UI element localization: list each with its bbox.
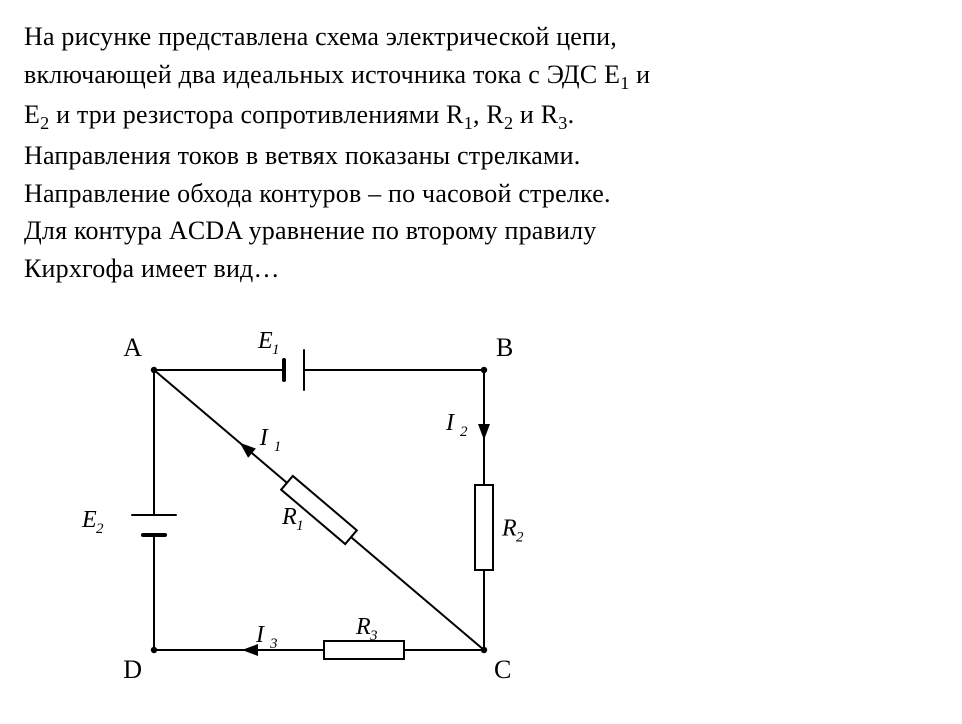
diagram-element: E — [81, 507, 97, 533]
diagram-element: 1 — [272, 342, 280, 358]
diagram-element: 3 — [369, 628, 378, 644]
diagram-element: 2 — [96, 521, 104, 537]
diagram-element: E — [257, 328, 273, 354]
diagram-element: R1 — [281, 503, 304, 533]
diagram-element — [481, 366, 487, 372]
diagram-element — [151, 366, 157, 372]
diagram-element: 2 — [460, 424, 468, 440]
text-line-6: Для контура ACDA уравнение по второму пр… — [24, 216, 596, 245]
circuit-svg: E1I2R2I3R3E2I1R1ABCD — [24, 310, 584, 710]
diagram-element: 1 — [274, 438, 282, 454]
text-line-2b: и — [629, 60, 650, 89]
diagram-element: I1 — [259, 424, 282, 454]
diagram-element: I2 — [445, 410, 468, 440]
diagram-element — [481, 646, 487, 652]
diagram-element: C — [494, 655, 511, 684]
diagram-element: 2 — [516, 529, 524, 545]
text-line-3b: и три резистора сопротивлениями R — [49, 100, 463, 129]
diagram-element: D — [123, 655, 142, 684]
text-line-3e: . — [568, 100, 575, 129]
text-line-7: Кирхгофа имеет вид… — [24, 254, 280, 283]
diagram-element — [475, 485, 493, 570]
text-line-3d: и R — [513, 100, 558, 129]
diagram-element: A — [123, 333, 142, 362]
diagram-element — [478, 424, 490, 440]
diagram-element: I — [445, 410, 455, 436]
text-sub-e2: 2 — [40, 113, 49, 133]
diagram-element: I — [259, 424, 269, 450]
diagram-element: I — [255, 622, 265, 648]
diagram-element: 1 — [296, 517, 304, 533]
text-sub-r3: 3 — [558, 113, 567, 133]
text-line-3a: Е — [24, 100, 40, 129]
text-line-2a: включающей два идеальных источника тока … — [24, 60, 620, 89]
diagram-element: B — [496, 333, 513, 362]
diagram-element: R — [281, 503, 297, 529]
diagram-element: R3 — [355, 614, 378, 644]
text-sub-r2: 2 — [504, 113, 513, 133]
diagram-element: E1 — [257, 328, 280, 358]
circuit-diagram: E1I2R2I3R3E2I1R1ABCD — [24, 310, 938, 715]
diagram-element — [151, 646, 157, 652]
diagram-element — [324, 641, 404, 659]
diagram-element: R2 — [501, 515, 524, 545]
text-line-5: Направление обхода контуров – по часовой… — [24, 179, 611, 208]
text-sub-r1: 1 — [464, 113, 473, 133]
text-line-1: На рисунке представлена схема электричес… — [24, 22, 617, 51]
text-line-4: Направления токов в ветвях показаны стре… — [24, 141, 580, 170]
diagram-element: E2 — [81, 507, 104, 537]
diagram-element: 3 — [269, 636, 278, 652]
diagram-element: R — [355, 614, 371, 640]
problem-statement: На рисунке представлена схема электричес… — [24, 18, 938, 288]
text-line-3c: , R — [473, 100, 504, 129]
diagram-element: I3 — [255, 622, 278, 652]
diagram-element: R — [501, 515, 517, 541]
